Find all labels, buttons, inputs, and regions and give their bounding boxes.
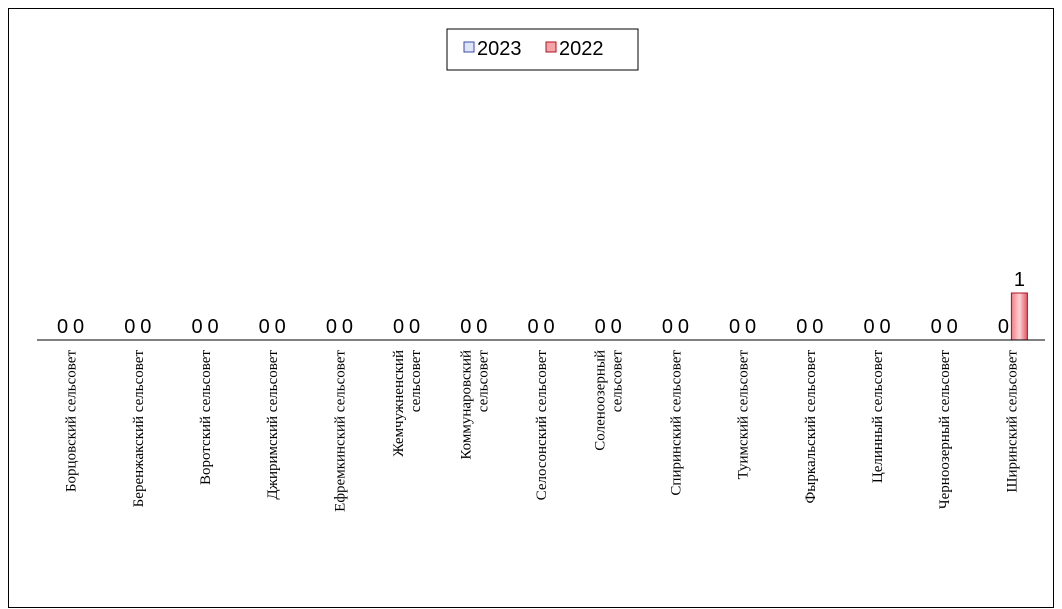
category-label-12: Целинный сельсовет xyxy=(870,350,886,484)
category-label-10: Туимский сельсовет xyxy=(736,350,752,480)
category-label-line: Фыркальский сельсовет xyxy=(803,350,819,504)
legend-label-2023: 2023 xyxy=(477,38,522,60)
legend-swatch-2023 xyxy=(463,41,475,53)
bars-layer xyxy=(1010,292,1028,341)
data-label-2023-1: 0 xyxy=(124,316,135,338)
data-label-2023-0: 0 xyxy=(57,316,68,338)
category-label-11: Фыркальский сельсовет xyxy=(803,350,819,504)
category-label-line: Воротский сельсовет xyxy=(198,350,214,485)
data-labels-layer: 0 0 0 0 0 0 0 0 0 0 0 0 0 0 0 0 0 0 0 0 0 0 0 0 0 0 0 0 01 xyxy=(57,269,1025,338)
data-label-2022-5: 0 xyxy=(409,316,420,338)
data-label-2023-10: 0 xyxy=(729,316,740,338)
category-label-8: Соленоозерный сельсовет xyxy=(593,350,626,451)
data-label-2022-10: 0 xyxy=(745,316,756,338)
category-label-line: Беренжакский сельсовет xyxy=(131,350,147,508)
data-label-2023-2: 0 xyxy=(191,316,202,338)
category-label-line: Ширинский сельсовет xyxy=(1004,350,1020,493)
category-label-line: Соленоозерный xyxy=(593,350,609,451)
legend-box xyxy=(446,28,639,71)
data-label-2022-6: 0 xyxy=(476,316,487,338)
category-label-3: Джиримский сельсовет xyxy=(265,350,281,500)
data-label-2023-9: 0 xyxy=(662,316,673,338)
data-label-2023-3: 0 xyxy=(259,316,270,338)
category-label-line: Целинный сельсовет xyxy=(870,350,886,484)
legend-label-2022: 2022 xyxy=(559,38,604,60)
legend: 2023 2022 xyxy=(446,28,639,71)
data-label-2022-1: 0 xyxy=(140,316,151,338)
data-label-2022-11: 0 xyxy=(812,316,823,338)
category-labels-layer: Борцовский сельсовет Беренжакский сельсов… xyxy=(64,350,1021,512)
data-label-2023-12: 0 xyxy=(863,316,874,338)
category-label-14: Ширинский сельсовет xyxy=(1004,350,1020,493)
category-label-7: Селосонский сельсовет xyxy=(534,350,550,501)
category-label-line: Черноозерный сельсовет xyxy=(937,350,953,510)
bar-2022-14 xyxy=(1010,292,1028,341)
data-label-2022-0: 0 xyxy=(73,316,84,338)
data-label-2022-3: 0 xyxy=(275,316,286,338)
category-label-line: Ефремкинский сельсовет xyxy=(332,350,348,512)
data-label-2022-7: 0 xyxy=(543,316,554,338)
category-label-line: сельсовет xyxy=(475,350,491,413)
category-label-line: Коммунаровский xyxy=(458,350,474,460)
data-label-2023-14: 0 xyxy=(998,316,1009,338)
category-label-line: Борцовский сельсовет xyxy=(64,350,80,493)
data-label-2022-8: 0 xyxy=(611,316,622,338)
chart-plot: 2023 2022 0 0 0 0 0 0 0 0 0 0 0 0 0 0 0 0 0 0 0 0 0 0 0 0 0 0 0 0 01 … xyxy=(37,28,1045,512)
category-label-0: Борцовский сельсовет xyxy=(64,350,80,493)
category-label-6: Коммунаровский сельсовет xyxy=(458,350,491,460)
category-label-4: Ефремкинский сельсовет xyxy=(332,350,348,512)
data-label-2023-13: 0 xyxy=(931,316,942,338)
category-label-5: Жемчужненский сельсовет xyxy=(391,350,424,457)
category-label-line: Селосонский сельсовет xyxy=(534,350,550,501)
data-label-2022-13: 0 xyxy=(947,316,958,338)
data-label-2023-7: 0 xyxy=(527,316,538,338)
category-label-line: Джиримский сельсовет xyxy=(265,350,281,500)
data-label-2023-5: 0 xyxy=(393,316,404,338)
data-label-2023-8: 0 xyxy=(595,316,606,338)
data-label-2022-9: 0 xyxy=(678,316,689,338)
data-label-2022-12: 0 xyxy=(879,316,890,338)
data-label-2023-11: 0 xyxy=(796,316,807,338)
data-label-2022-4: 0 xyxy=(342,316,353,338)
category-label-line: Туимский сельсовет xyxy=(736,350,752,480)
category-label-13: Черноозерный сельсовет xyxy=(937,350,953,510)
legend-swatch-2022 xyxy=(545,41,557,53)
category-label-1: Беренжакский сельсовет xyxy=(131,350,147,508)
category-label-line: Спиринский сельсовет xyxy=(668,350,684,496)
data-label-2023-6: 0 xyxy=(460,316,471,338)
category-label-line: сельсовет xyxy=(610,350,626,413)
category-label-line: Жемчужненский xyxy=(391,350,407,457)
data-label-2022-2: 0 xyxy=(207,316,218,338)
data-label-2023-4: 0 xyxy=(326,316,337,338)
category-label-line: сельсовет xyxy=(408,350,424,413)
category-label-9: Спиринский сельсовет xyxy=(668,350,684,496)
category-label-2: Воротский сельсовет xyxy=(198,350,214,485)
data-label-2022-14: 1 xyxy=(1014,269,1025,291)
